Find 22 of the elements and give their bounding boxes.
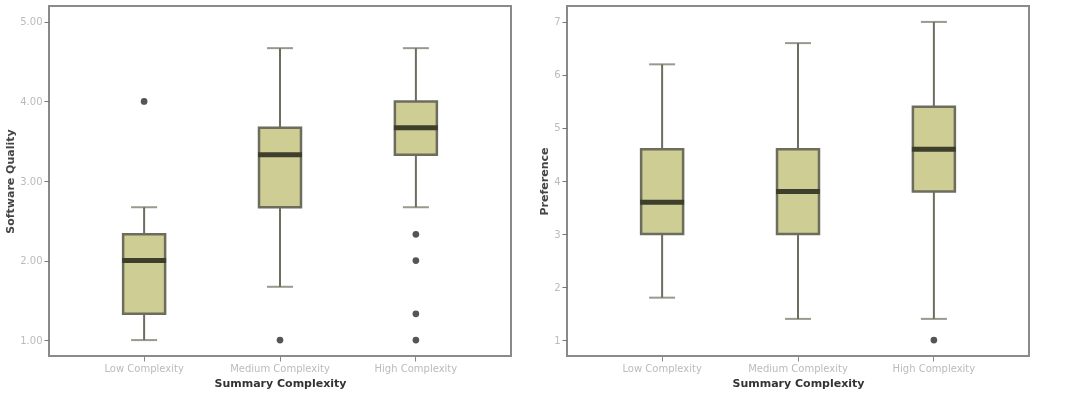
y-tick-label: 1 [554, 334, 561, 346]
y-tick-label: 2 [554, 281, 561, 293]
y-tick-label: 5.00 [20, 16, 43, 28]
y-axis-title: Preference [538, 147, 552, 216]
x-tick-label: High Complexity [892, 362, 976, 374]
y-tick-label: 4 [554, 175, 561, 187]
x-tick-label: Low Complexity [622, 362, 702, 374]
y-tick-label: 3 [554, 228, 561, 240]
x-axis-title: Summary Complexity [214, 376, 347, 390]
y-tick-label: 7 [554, 16, 561, 28]
y-tick-label: 1.00 [20, 334, 43, 346]
y-axis-title: Software Quality [4, 129, 18, 234]
x-tick-label: Medium Complexity [230, 362, 330, 374]
y-tick-label: 2.00 [20, 255, 43, 267]
x-tick-label: Low Complexity [104, 362, 184, 374]
x-tick-label: High Complexity [374, 362, 458, 374]
x-axis-title: Summary Complexity [732, 376, 865, 390]
y-tick-label: 5 [554, 122, 561, 134]
y-tick-label: 4.00 [20, 95, 43, 107]
y-tick-label: 3.00 [20, 175, 43, 187]
x-tick-label: Medium Complexity [748, 362, 848, 374]
y-tick-label: 6 [554, 69, 561, 81]
